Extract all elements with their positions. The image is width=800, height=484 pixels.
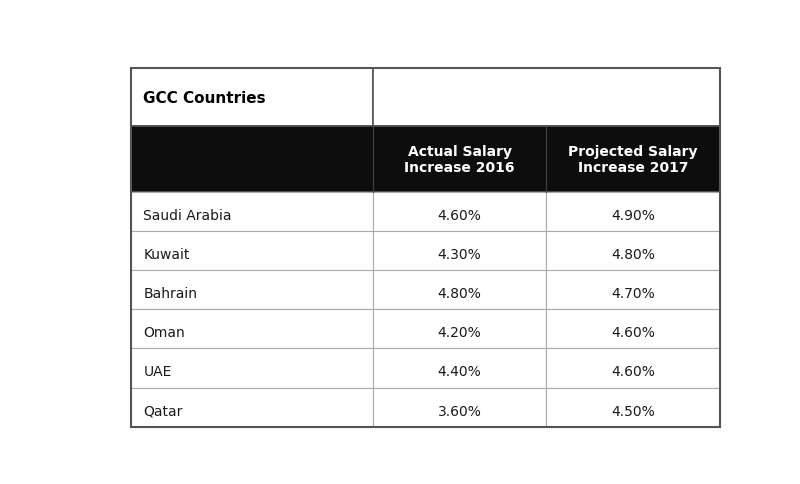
Bar <box>373 349 546 388</box>
Text: Projected Salary
Increase 2017: Projected Salary Increase 2017 <box>569 145 698 175</box>
Text: 4.70%: 4.70% <box>611 287 655 300</box>
Text: 4.60%: 4.60% <box>611 325 655 339</box>
Text: 4.30%: 4.30% <box>438 247 482 261</box>
Bar <box>131 388 373 427</box>
Bar <box>373 388 546 427</box>
Bar <box>373 310 546 349</box>
Text: 4.50%: 4.50% <box>611 404 655 418</box>
Text: 4.60%: 4.60% <box>611 364 655 378</box>
Bar <box>131 127 720 192</box>
Text: 4.80%: 4.80% <box>438 287 482 300</box>
Bar <box>131 231 373 271</box>
Bar <box>373 69 720 127</box>
Bar <box>373 127 546 192</box>
Bar <box>546 388 720 427</box>
Bar <box>546 349 720 388</box>
Text: 3.60%: 3.60% <box>438 404 482 418</box>
Bar <box>546 310 720 349</box>
Bar <box>546 127 720 192</box>
Bar <box>131 349 373 388</box>
Text: Qatar: Qatar <box>143 404 182 418</box>
Text: 4.40%: 4.40% <box>438 364 482 378</box>
Text: Kuwait: Kuwait <box>143 247 190 261</box>
Text: 4.80%: 4.80% <box>611 247 655 261</box>
Text: Bahrain: Bahrain <box>143 287 198 300</box>
Bar <box>373 231 546 271</box>
Text: Actual Salary
Increase 2016: Actual Salary Increase 2016 <box>404 145 515 175</box>
Bar <box>373 271 546 310</box>
Text: Oman: Oman <box>143 325 185 339</box>
Text: 4.60%: 4.60% <box>438 208 482 222</box>
Bar <box>546 271 720 310</box>
Bar <box>546 231 720 271</box>
Bar <box>131 69 373 127</box>
Bar <box>373 192 546 231</box>
Bar <box>131 127 373 192</box>
Bar <box>546 192 720 231</box>
Text: UAE: UAE <box>143 364 172 378</box>
Bar <box>131 310 373 349</box>
Text: Saudi Arabia: Saudi Arabia <box>143 208 232 222</box>
Text: 4.20%: 4.20% <box>438 325 482 339</box>
Bar <box>131 271 373 310</box>
Text: 4.90%: 4.90% <box>611 208 655 222</box>
Text: GCC Countries: GCC Countries <box>143 91 266 106</box>
Bar <box>131 192 373 231</box>
